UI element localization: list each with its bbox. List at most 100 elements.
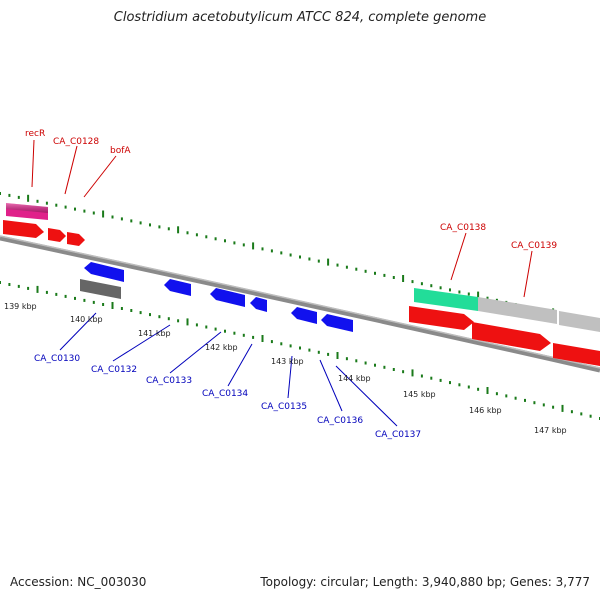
minor-tick bbox=[158, 315, 161, 319]
minor-tick bbox=[411, 280, 414, 284]
label-recR: recR bbox=[25, 129, 45, 139]
gene-CA_C0139-gray[interactable] bbox=[559, 311, 600, 332]
minor-tick bbox=[570, 410, 573, 414]
minor-tick bbox=[252, 335, 255, 339]
minor-tick bbox=[383, 365, 386, 369]
gene-bofA-partner[interactable] bbox=[67, 232, 85, 246]
minor-tick bbox=[514, 396, 517, 400]
minor-tick bbox=[55, 292, 58, 296]
major-tick bbox=[477, 291, 480, 299]
gene-red-3[interactable] bbox=[553, 343, 600, 366]
minor-tick bbox=[402, 370, 405, 374]
genome-backbone bbox=[0, 235, 600, 373]
label-bofA: bofA bbox=[110, 146, 131, 156]
minor-tick bbox=[430, 376, 433, 380]
minor-tick bbox=[467, 385, 470, 389]
major-tick bbox=[102, 210, 105, 218]
gene-CA_C0135[interactable] bbox=[291, 307, 317, 324]
kbp-label: 140 kbp bbox=[70, 315, 103, 324]
reverse-gene-labels: CA_C0130 CA_C0132 CA_C0133 CA_C0134 CA_C… bbox=[34, 354, 421, 440]
footer-stats: Topology: circular; Length: 3,940,880 bp… bbox=[260, 575, 590, 589]
minor-tick bbox=[83, 209, 86, 213]
minor-tick bbox=[289, 253, 292, 257]
major-tick bbox=[336, 352, 339, 359]
minor-tick bbox=[374, 271, 376, 275]
minor-tick bbox=[345, 357, 348, 361]
gene-red-1[interactable] bbox=[409, 306, 474, 330]
gene-red-2[interactable] bbox=[472, 322, 551, 351]
minor-tick bbox=[233, 241, 236, 245]
major-tick bbox=[561, 404, 564, 412]
gene-CA_C0130-dark[interactable] bbox=[80, 279, 121, 299]
label-CA_C0130: CA_C0130 bbox=[34, 354, 80, 364]
minor-tick bbox=[299, 346, 301, 350]
minor-tick bbox=[299, 255, 301, 259]
minor-tick bbox=[280, 251, 283, 255]
minor-tick bbox=[17, 195, 20, 199]
minor-tick bbox=[120, 217, 123, 221]
kbp-label: 142 kbp bbox=[205, 343, 238, 352]
minor-tick bbox=[177, 319, 180, 323]
minor-tick bbox=[74, 296, 76, 300]
minor-tick bbox=[383, 273, 386, 277]
minor-tick bbox=[308, 257, 311, 261]
major-tick bbox=[261, 335, 264, 342]
gene-CA_C0136[interactable] bbox=[321, 314, 353, 332]
minor-tick bbox=[214, 237, 217, 241]
gene-bofA[interactable] bbox=[48, 228, 66, 242]
minor-tick bbox=[449, 288, 451, 292]
major-tick bbox=[411, 369, 414, 377]
minor-tick bbox=[149, 223, 151, 227]
minor-tick bbox=[345, 265, 348, 269]
minor-tick bbox=[336, 263, 339, 267]
minor-tick bbox=[17, 284, 20, 288]
gene-recR[interactable] bbox=[6, 203, 48, 220]
minor-tick bbox=[0, 192, 1, 195]
minor-tick bbox=[308, 348, 311, 352]
minor-tick bbox=[449, 381, 451, 385]
label-leaders bbox=[31, 139, 533, 427]
label-CA_C0134: CA_C0134 bbox=[202, 389, 248, 399]
minor-tick bbox=[0, 281, 1, 284]
major-tick bbox=[486, 387, 489, 394]
minor-tick bbox=[27, 286, 30, 290]
minor-tick bbox=[224, 239, 226, 243]
gene-CA_C0132[interactable] bbox=[164, 279, 191, 296]
reverse-strand-genes bbox=[80, 262, 353, 332]
footer-accession: Accession: NC_003030 bbox=[10, 575, 147, 589]
minor-tick bbox=[542, 403, 545, 407]
gene-CA_C0134[interactable] bbox=[250, 297, 267, 312]
major-tick bbox=[186, 318, 189, 326]
kbp-scale-labels: 139 kbp 140 kbp 141 kbp 142 kbp 143 kbp … bbox=[4, 302, 567, 435]
minor-tick bbox=[280, 342, 283, 346]
minor-tick bbox=[120, 307, 123, 310]
label-CA_C0132: CA_C0132 bbox=[91, 365, 137, 375]
major-tick bbox=[402, 275, 405, 282]
gene-CA_C0128[interactable] bbox=[3, 220, 44, 238]
minor-tick bbox=[355, 267, 358, 271]
label-CA_C0139: CA_C0139 bbox=[511, 241, 557, 251]
minor-tick bbox=[467, 292, 470, 296]
minor-tick bbox=[102, 303, 105, 306]
minor-tick bbox=[458, 290, 461, 294]
minor-tick bbox=[242, 243, 245, 247]
minor-tick bbox=[92, 300, 95, 304]
forward-strand-genes bbox=[3, 203, 600, 366]
minor-tick bbox=[270, 249, 273, 253]
minor-tick bbox=[580, 412, 583, 416]
minor-tick bbox=[186, 231, 189, 235]
gene-CA_C0133[interactable] bbox=[210, 288, 245, 307]
minor-tick bbox=[364, 361, 367, 365]
label-CA_C0136: CA_C0136 bbox=[317, 416, 363, 426]
minor-tick bbox=[524, 398, 526, 402]
minor-tick bbox=[477, 387, 480, 391]
genome-backbone-highlight bbox=[0, 235, 600, 369]
gene-CA_C0130[interactable] bbox=[84, 262, 124, 282]
gene-CA_C0138-gray[interactable] bbox=[478, 297, 557, 324]
minor-tick bbox=[589, 414, 592, 418]
minor-tick bbox=[327, 352, 330, 356]
minor-tick bbox=[8, 193, 11, 197]
minor-tick bbox=[261, 247, 264, 251]
minor-tick bbox=[392, 368, 395, 371]
gene-CA_C0138[interactable] bbox=[414, 288, 478, 311]
